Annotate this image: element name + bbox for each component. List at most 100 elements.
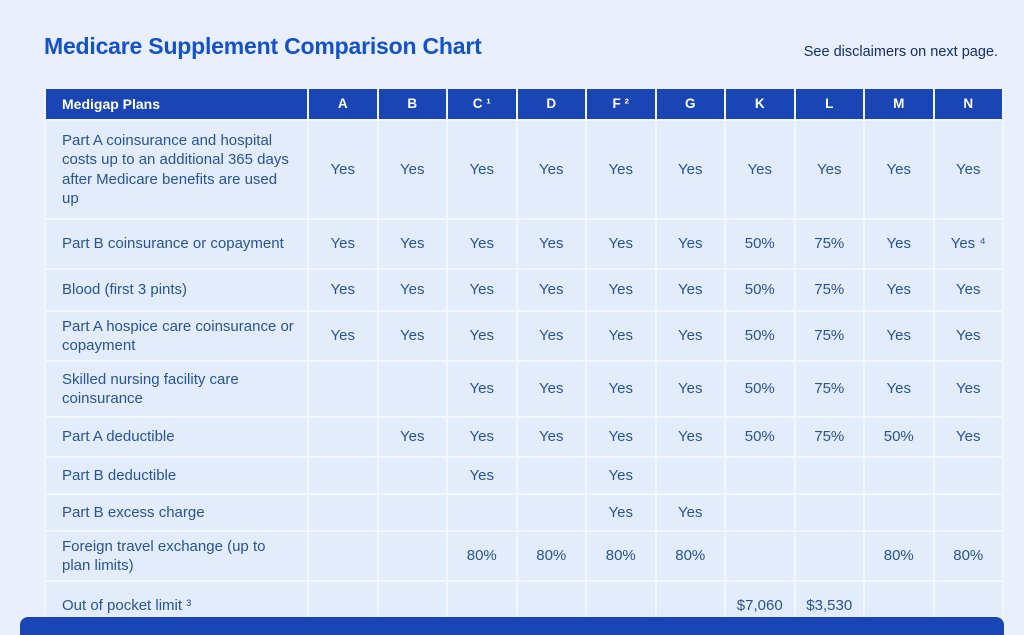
cell-value: Yes (448, 121, 516, 218)
cell-value (309, 495, 377, 530)
row-label: Skilled nursing facility care coinsuranc… (46, 362, 307, 416)
cell-value: Yes ⁴ (934, 220, 1002, 268)
column-header: A (309, 89, 377, 119)
cell-value: Yes (865, 362, 933, 416)
cell-value: 80% (865, 532, 933, 580)
cell-value: Yes (448, 418, 516, 456)
cell-value: Yes (448, 362, 516, 416)
cell-value: Yes (934, 270, 1002, 310)
cell-value: Yes (587, 220, 655, 268)
cell-value: Yes (726, 121, 794, 218)
cell-value (309, 532, 377, 580)
cell-value (865, 495, 933, 530)
cell-value (865, 458, 933, 493)
cell-value: Yes (587, 270, 655, 310)
page-title: Medicare Supplement Comparison Chart (44, 33, 482, 59)
cell-value: Yes (656, 270, 724, 310)
cell-value: 80% (934, 532, 1002, 580)
cell-value: Yes (378, 418, 446, 456)
cell-value: Yes (934, 362, 1002, 416)
row-label: Blood (first 3 pints) (46, 270, 307, 310)
cell-value (378, 458, 446, 493)
column-header: K (726, 89, 794, 119)
cell-value (726, 532, 794, 580)
cell-value: Yes (517, 270, 585, 310)
row-label: Part A hospice care coinsurance or copay… (46, 312, 307, 360)
column-header: F ² (587, 89, 655, 119)
cell-value: 50% (865, 418, 933, 456)
column-header: B (378, 89, 446, 119)
row-label: Part B coinsurance or copayment (46, 220, 307, 268)
cell-value: Yes (865, 121, 933, 218)
cell-value: Yes (934, 312, 1002, 360)
cell-value: Yes (865, 220, 933, 268)
cell-value: Yes (378, 121, 446, 218)
cell-value: 50% (726, 312, 794, 360)
cell-value: Yes (448, 312, 516, 360)
cell-value (726, 495, 794, 530)
cell-value: 75% (795, 362, 863, 416)
cell-value (309, 362, 377, 416)
cell-value: Yes (656, 362, 724, 416)
cell-value: 50% (726, 270, 794, 310)
cell-value: 80% (656, 532, 724, 580)
row-label: Foreign travel exchange (up to plan limi… (46, 532, 307, 580)
cell-value: 50% (726, 362, 794, 416)
cell-value: 80% (587, 532, 655, 580)
cell-value: Yes (656, 418, 724, 456)
cell-value: Yes (517, 121, 585, 218)
cell-value (934, 458, 1002, 493)
column-header: N (934, 89, 1002, 119)
cell-value: Yes (795, 121, 863, 218)
column-header: M (865, 89, 933, 119)
column-header: C ¹ (448, 89, 516, 119)
cell-value: Yes (865, 312, 933, 360)
cell-value: 80% (517, 532, 585, 580)
cell-value: Yes (865, 270, 933, 310)
cell-value: Yes (378, 270, 446, 310)
cell-value: Yes (309, 270, 377, 310)
cell-value: Yes (309, 121, 377, 218)
cell-value (795, 495, 863, 530)
cell-value: Yes (517, 418, 585, 456)
cell-value: Yes (517, 362, 585, 416)
cell-value: Yes (309, 312, 377, 360)
row-label: Part B excess charge (46, 495, 307, 530)
cell-value: Yes (587, 362, 655, 416)
cell-value (517, 495, 585, 530)
cell-value (795, 458, 863, 493)
cell-value: Yes (517, 312, 585, 360)
cell-value: Yes (587, 121, 655, 218)
cell-value (517, 458, 585, 493)
cell-value: 50% (726, 220, 794, 268)
table-header-medigap-plans: Medigap Plans (46, 89, 307, 119)
cell-value: Yes (587, 458, 655, 493)
cell-value: Yes (587, 418, 655, 456)
cell-value: Yes (656, 312, 724, 360)
row-label: Part B deductible (46, 458, 307, 493)
cell-value (726, 458, 794, 493)
cell-value (309, 458, 377, 493)
cell-value: Yes (934, 121, 1002, 218)
cell-value (378, 362, 446, 416)
cell-value (934, 495, 1002, 530)
cell-value: Yes (378, 312, 446, 360)
disclaimer-note: See disclaimers on next page. (803, 44, 998, 60)
cell-value: 80% (448, 532, 516, 580)
cell-value: Yes (517, 220, 585, 268)
cell-value: 75% (795, 220, 863, 268)
cell-value: Yes (448, 458, 516, 493)
row-label: Part A deductible (46, 418, 307, 456)
cell-value: Yes (934, 418, 1002, 456)
column-header: L (795, 89, 863, 119)
cell-value: Yes (656, 121, 724, 218)
column-header: G (656, 89, 724, 119)
cell-value: Yes (448, 220, 516, 268)
row-label: Part A coinsurance and hospital costs up… (46, 121, 307, 218)
cell-value (448, 495, 516, 530)
cell-value: Yes (587, 495, 655, 530)
cell-value: 75% (795, 418, 863, 456)
cell-value: Yes (587, 312, 655, 360)
cell-value (795, 532, 863, 580)
